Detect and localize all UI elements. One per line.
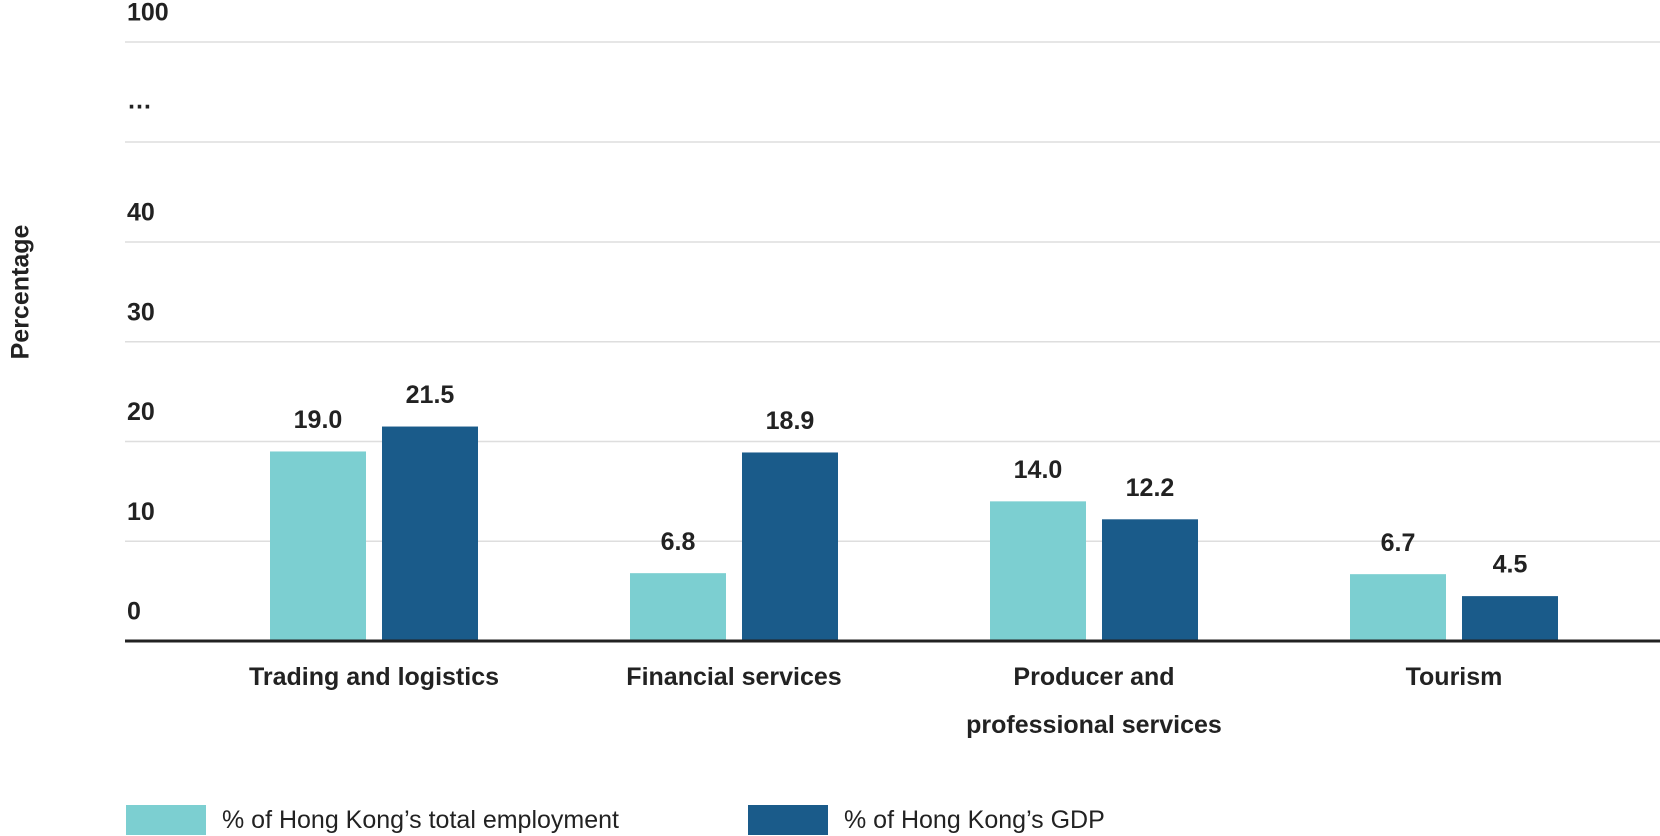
x-tick-label: Trading and logistics xyxy=(248,663,500,691)
value-label: 14.0 xyxy=(1014,456,1063,484)
legend-swatch xyxy=(126,805,206,835)
x-tick-label: Financial services xyxy=(626,663,842,691)
bar xyxy=(990,501,1086,641)
legend-swatch xyxy=(748,805,828,835)
y-tick-label: 10 xyxy=(127,498,155,526)
value-label: 6.7 xyxy=(1381,529,1416,557)
x-tick-label: Tourism xyxy=(1405,663,1503,691)
y-tick-label: 40 xyxy=(127,199,155,227)
bar xyxy=(382,426,478,641)
bar xyxy=(270,451,366,641)
value-label: 21.5 xyxy=(406,381,455,409)
legend-label: % of Hong Kong’s total employment xyxy=(222,806,619,834)
x-tick-label: Producer and professional services xyxy=(966,663,1222,739)
bar xyxy=(630,573,726,641)
value-label: 19.0 xyxy=(294,406,343,434)
bar xyxy=(1350,574,1446,641)
y-axis-title: Percentage xyxy=(7,225,35,360)
bar xyxy=(1462,596,1558,641)
y-tick-label: 100 xyxy=(127,0,169,27)
value-label: 6.8 xyxy=(661,528,696,556)
value-label: 18.9 xyxy=(766,407,815,435)
y-tick-label: 0 xyxy=(127,598,141,626)
legend-label: % of Hong Kong’s GDP xyxy=(844,806,1105,834)
bar xyxy=(1102,519,1198,641)
bar xyxy=(742,452,838,641)
y-tick-label: 20 xyxy=(127,398,155,426)
axis-break-label: … xyxy=(127,87,152,115)
y-tick-label: 30 xyxy=(127,298,155,326)
value-label: 12.2 xyxy=(1126,474,1175,502)
value-label: 4.5 xyxy=(1493,551,1528,579)
